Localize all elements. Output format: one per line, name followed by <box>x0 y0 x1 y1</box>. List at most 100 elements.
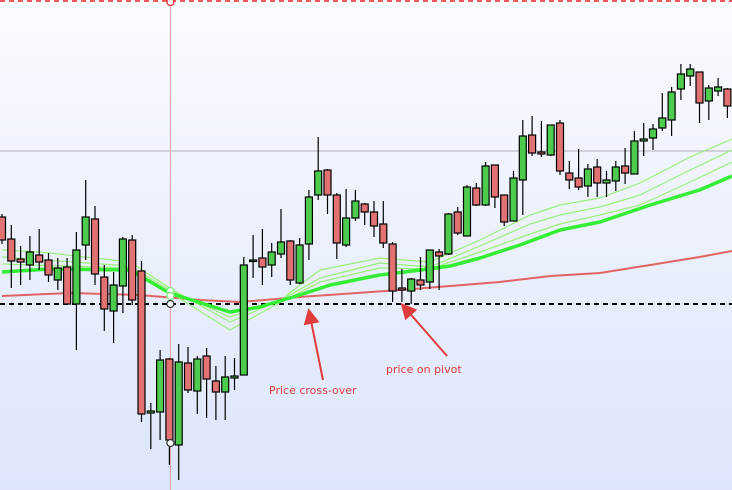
candle-body-down <box>137 270 146 415</box>
candle <box>658 93 667 131</box>
candle-body-up <box>630 140 639 175</box>
moving-average-line-fast <box>1 174 732 314</box>
candle <box>472 183 481 206</box>
candle-body-up <box>239 264 248 376</box>
candle-body-up <box>72 249 81 305</box>
candle-body-down <box>620 165 630 174</box>
candle-body-up <box>295 244 304 284</box>
candle-body-up <box>518 135 527 181</box>
candle-body-down <box>35 254 44 263</box>
candle <box>193 356 202 414</box>
candle-body-up <box>25 251 34 266</box>
candle <box>648 124 658 150</box>
candle-body-up <box>481 165 490 206</box>
candle <box>35 229 44 270</box>
candle-body-up <box>174 361 183 446</box>
candle <box>676 64 686 100</box>
candle-body-down <box>695 71 704 104</box>
candle <box>397 269 406 302</box>
candle-body-down <box>565 172 574 181</box>
candle <box>379 201 388 248</box>
candle <box>342 189 351 247</box>
candle <box>574 149 583 190</box>
candle-body-down <box>500 194 509 223</box>
candle-body-up <box>342 217 351 246</box>
candle-body-up <box>156 359 165 413</box>
candle <box>388 242 397 302</box>
candle <box>481 162 490 206</box>
candle-body-down <box>472 187 481 206</box>
candle-body-up <box>351 200 360 219</box>
candle-body-down <box>211 380 220 393</box>
annotation-arrow-pivot <box>400 302 448 357</box>
candle <box>546 124 555 156</box>
candle <box>314 137 323 200</box>
candle-body-down <box>62 266 72 305</box>
candle-body-up <box>304 196 313 245</box>
candle <box>202 348 211 418</box>
candle <box>713 78 723 96</box>
candle-body-up <box>146 410 155 414</box>
candle-body-down <box>16 258 25 263</box>
candle-body-up <box>444 213 453 255</box>
candle <box>351 190 360 221</box>
candle-body-up <box>658 117 667 129</box>
candle <box>44 253 53 282</box>
candle <box>183 347 193 393</box>
candle-body-down <box>332 194 341 244</box>
candle-body-down <box>537 151 546 155</box>
candle-body-up <box>230 375 239 379</box>
candle <box>527 116 537 156</box>
crosshair-intersection-marker <box>166 291 175 301</box>
candle-body-up <box>425 249 434 283</box>
candle <box>518 120 527 215</box>
candle-body-down <box>490 164 499 198</box>
candle <box>118 237 128 313</box>
candle <box>25 236 34 280</box>
candle-body-down <box>44 259 53 276</box>
candle <box>211 366 220 420</box>
candle-body-up <box>583 168 593 187</box>
candle <box>295 238 304 284</box>
candle-body-down <box>435 251 444 257</box>
candle-body-down <box>593 166 602 184</box>
candle-body-up <box>713 86 723 92</box>
candle <box>555 120 565 175</box>
candle-body-up <box>648 128 658 139</box>
crosshair-top-marker <box>166 0 175 7</box>
candle-body-down <box>202 355 211 380</box>
candle <box>0 214 7 244</box>
candle <box>174 344 183 480</box>
candle-body-down <box>323 169 332 196</box>
candle-body-down <box>90 218 100 275</box>
candle-body-up <box>704 87 713 102</box>
candle <box>537 121 546 157</box>
candle <box>360 203 369 225</box>
candle-body-up <box>109 284 118 312</box>
candle-body-up <box>314 170 323 196</box>
candle <box>416 257 425 290</box>
candle <box>453 207 462 235</box>
candle-body-down <box>165 358 174 441</box>
annotation-price-crossover: Price cross-over <box>269 384 357 397</box>
candle <box>239 257 248 376</box>
annotation-arrow-crossover <box>303 308 324 381</box>
candle-body-down <box>183 362 193 391</box>
candle <box>407 278 416 304</box>
candle <box>156 350 165 440</box>
candle-body-up <box>118 238 128 287</box>
candle <box>230 358 239 390</box>
candle-body-down <box>258 257 267 268</box>
candle-body-up <box>509 177 518 222</box>
candle <box>369 201 379 237</box>
candle <box>444 213 453 255</box>
candle <box>490 164 499 208</box>
candle-body-down <box>128 239 137 301</box>
candle <box>667 87 676 136</box>
crosshair-intersection-marker <box>166 299 175 309</box>
candle <box>583 164 593 197</box>
candle <box>509 171 518 222</box>
candle <box>565 161 574 189</box>
candle <box>100 265 109 331</box>
